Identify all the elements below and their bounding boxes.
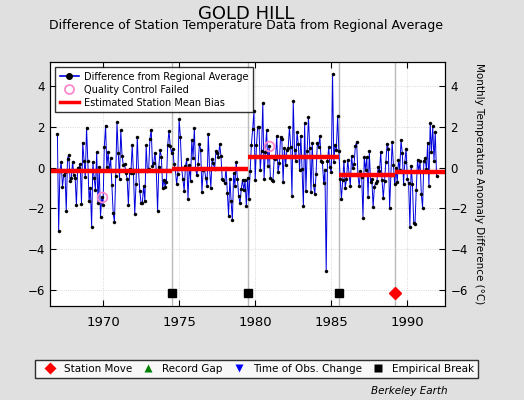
Legend: Difference from Regional Average, Quality Control Failed, Estimated Station Mean: Difference from Regional Average, Qualit… (54, 67, 253, 112)
Legend: Station Move, Record Gap, Time of Obs. Change, Empirical Break: Station Move, Record Gap, Time of Obs. C… (36, 360, 478, 378)
Text: Difference of Station Temperature Data from Regional Average: Difference of Station Temperature Data f… (49, 20, 443, 32)
Y-axis label: Monthly Temperature Anomaly Difference (°C): Monthly Temperature Anomaly Difference (… (474, 63, 484, 305)
Text: Berkeley Earth: Berkeley Earth (372, 386, 448, 396)
Text: GOLD HILL: GOLD HILL (198, 5, 294, 23)
